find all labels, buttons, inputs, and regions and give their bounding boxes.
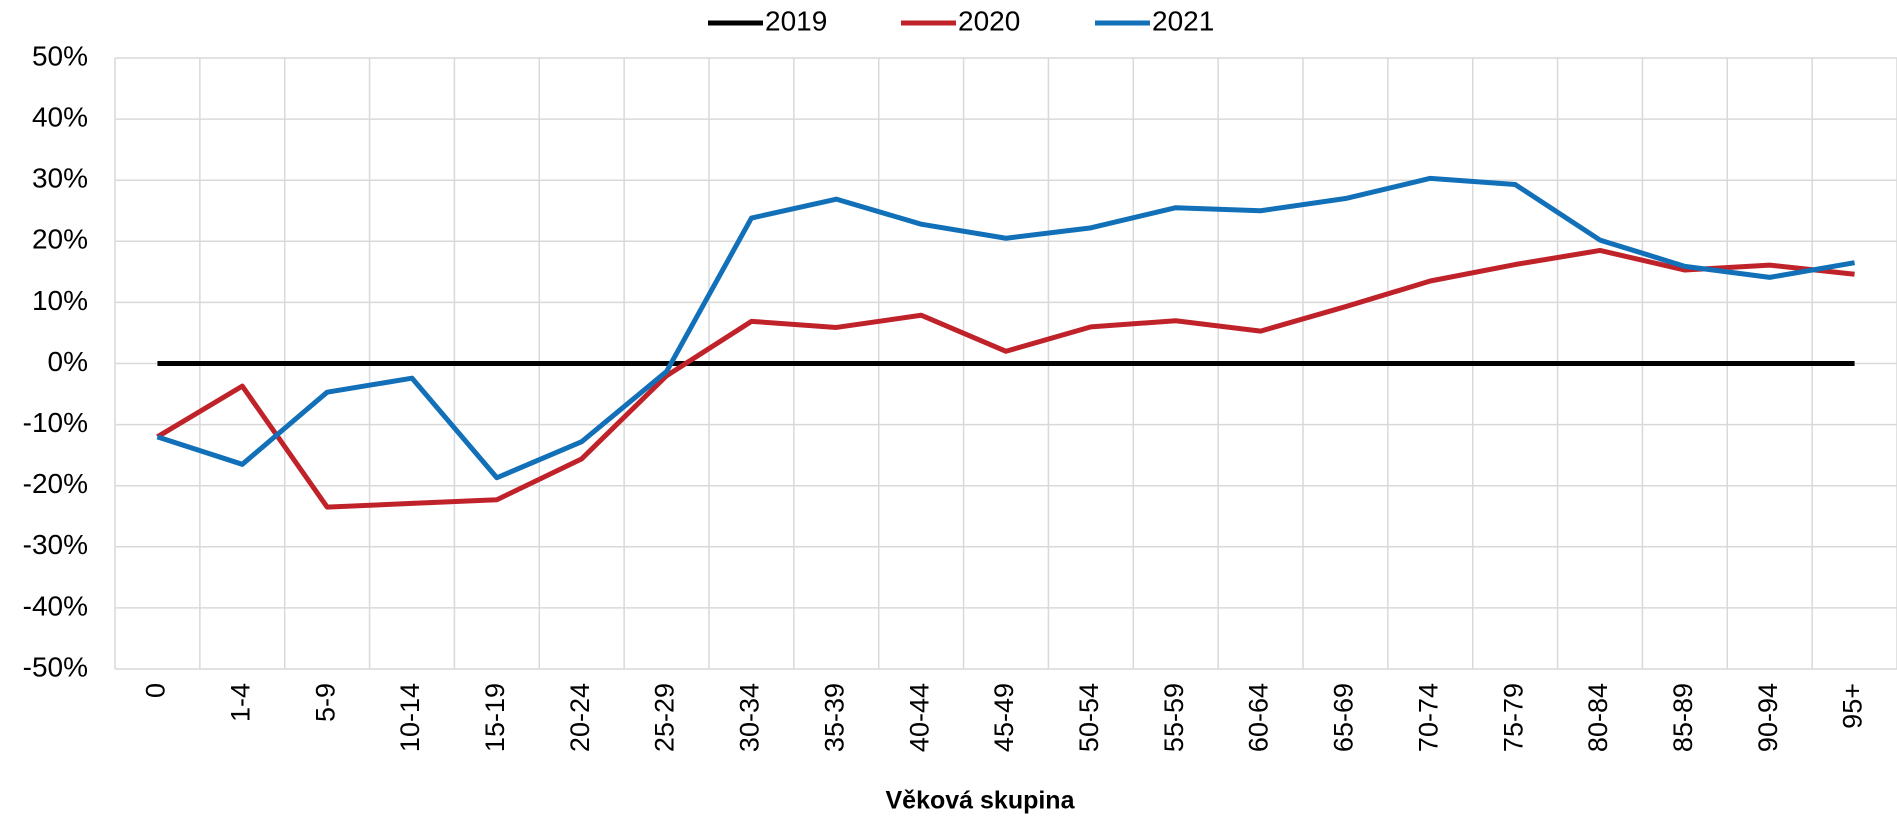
x-tick-label: 55-59 bbox=[1159, 683, 1189, 752]
y-tick-label: -50% bbox=[23, 651, 88, 682]
y-tick-label: -20% bbox=[23, 468, 88, 499]
legend-label: 2020 bbox=[958, 5, 1020, 36]
x-tick-label: 20-24 bbox=[565, 683, 595, 752]
legend-label: 2021 bbox=[1152, 5, 1214, 36]
x-tick-label: 40-44 bbox=[904, 683, 934, 752]
x-tick-label: 5-9 bbox=[310, 683, 340, 722]
legend-label: 2019 bbox=[765, 5, 827, 36]
x-tick-label: 60-64 bbox=[1244, 683, 1274, 752]
x-tick-label: 95+ bbox=[1838, 683, 1868, 729]
x-axis-title: Věková skupina bbox=[886, 787, 1076, 815]
x-tick-label: 85-89 bbox=[1668, 683, 1698, 752]
x-tick-label: 25-29 bbox=[650, 683, 680, 752]
x-tick-label: 35-39 bbox=[819, 683, 849, 752]
y-tick-label: 20% bbox=[32, 224, 88, 255]
y-tick-label: 50% bbox=[32, 40, 88, 71]
y-tick-label: -30% bbox=[23, 529, 88, 560]
y-tick-label: -10% bbox=[23, 407, 88, 438]
line-series bbox=[156, 247, 1855, 510]
x-tick-label: 30-34 bbox=[735, 683, 765, 752]
y-tick-label: 40% bbox=[32, 101, 88, 132]
x-tick-label: 1-4 bbox=[225, 683, 255, 722]
x-tick-label: 15-19 bbox=[480, 683, 510, 752]
x-tick-label: 0 bbox=[141, 683, 171, 698]
x-tick-label: 65-69 bbox=[1329, 683, 1359, 752]
x-tick-label: 90-94 bbox=[1753, 683, 1783, 752]
x-tick-label: 10-14 bbox=[395, 683, 425, 752]
line-series bbox=[156, 175, 1855, 481]
y-tick-label: 30% bbox=[32, 163, 88, 194]
y-tick-label: -40% bbox=[23, 590, 88, 621]
x-tick-label: 50-54 bbox=[1074, 683, 1104, 752]
x-tick-label: 45-49 bbox=[989, 683, 1019, 752]
x-tick-label: 80-84 bbox=[1583, 683, 1613, 752]
y-tick-label: 0% bbox=[48, 346, 88, 377]
x-tick-label: 70-74 bbox=[1413, 683, 1443, 752]
x-tick-label: 75-79 bbox=[1498, 683, 1528, 752]
y-tick-label: 10% bbox=[32, 285, 88, 316]
